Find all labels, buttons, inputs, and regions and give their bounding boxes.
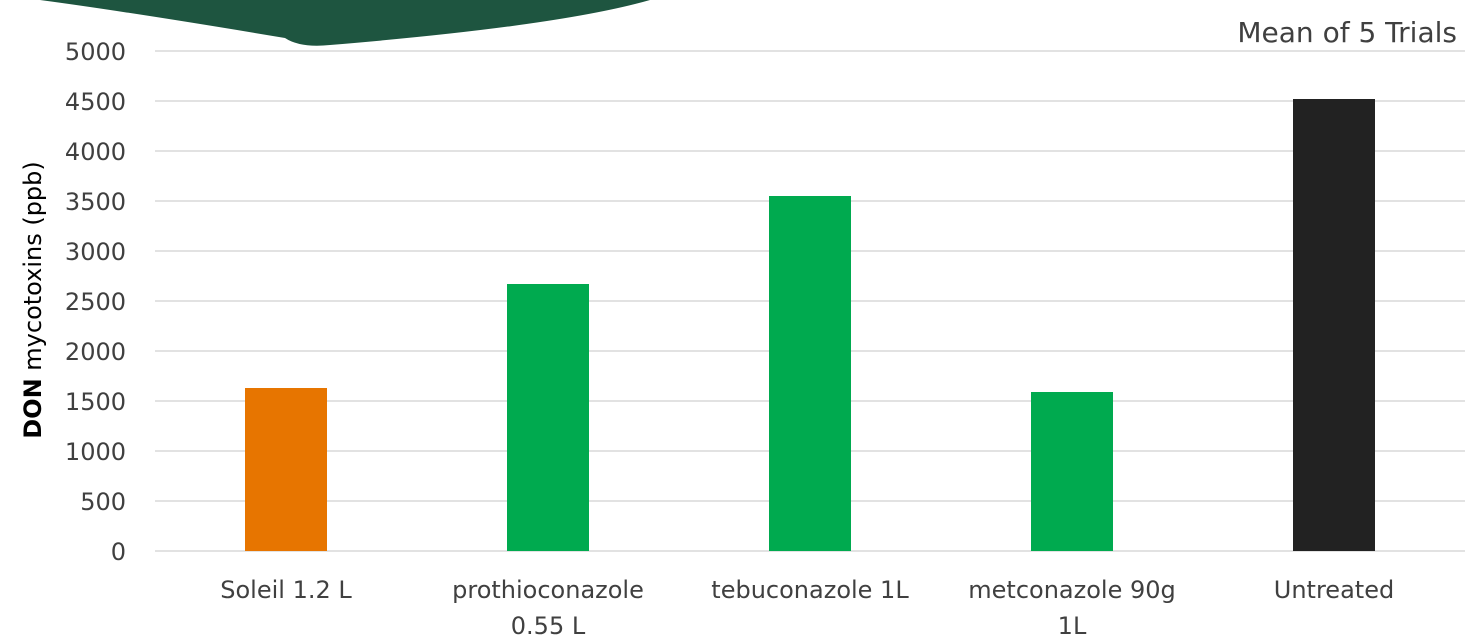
bar [1031, 392, 1113, 551]
y-axis-label: DON mycotoxins (ppb) [19, 161, 47, 439]
x-category-label: tebuconazole 1L [711, 576, 909, 604]
x-category-label-line: Untreated [1274, 576, 1394, 604]
y-tick-label: 0 [111, 538, 126, 566]
bar [769, 196, 851, 551]
bars [245, 99, 1375, 551]
y-axis-label-bold: DON [19, 378, 47, 438]
bar [1293, 99, 1375, 551]
chart-subtitle: Mean of 5 Trials [1237, 16, 1457, 49]
x-category-label-line: 1L [1058, 612, 1087, 639]
y-tick-label: 2000 [65, 338, 126, 366]
header-banner-shape [40, 0, 650, 46]
x-category-label: Soleil 1.2 L [220, 576, 352, 604]
x-category-label-line: 0.55 L [511, 612, 586, 639]
x-category-label: prothioconazole 0.55 L [452, 576, 644, 639]
bar [245, 388, 327, 551]
x-axis-categories: Soleil 1.2 L prothioconazole 0.55 L tebucon… [220, 576, 1394, 639]
y-axis-label-rest: mycotoxins (ppb) [19, 161, 47, 378]
y-tick-label: 3500 [65, 188, 126, 216]
x-category-label: Untreated [1274, 576, 1394, 604]
y-tick-label: 3000 [65, 238, 126, 266]
y-tick-label: 1500 [65, 388, 126, 416]
y-tick-label: 5000 [65, 38, 126, 66]
x-category-label-line: tebuconazole 1L [711, 576, 909, 604]
x-category-label-line: metconazole 90g [968, 576, 1175, 604]
y-tick-label: 4500 [65, 88, 126, 116]
y-axis-ticks: 0 500 1000 1500 2000 2500 3000 3500 4000 4500 5000 [65, 38, 126, 566]
bar [507, 284, 589, 551]
x-category-label-line: prothioconazole [452, 576, 644, 604]
y-tick-label: 4000 [65, 138, 126, 166]
y-tick-label: 500 [80, 488, 126, 516]
x-category-label: metconazole 90g 1L [968, 576, 1175, 639]
y-tick-label: 2500 [65, 288, 126, 316]
x-category-label-line: Soleil 1.2 L [220, 576, 352, 604]
y-tick-label: 1000 [65, 438, 126, 466]
